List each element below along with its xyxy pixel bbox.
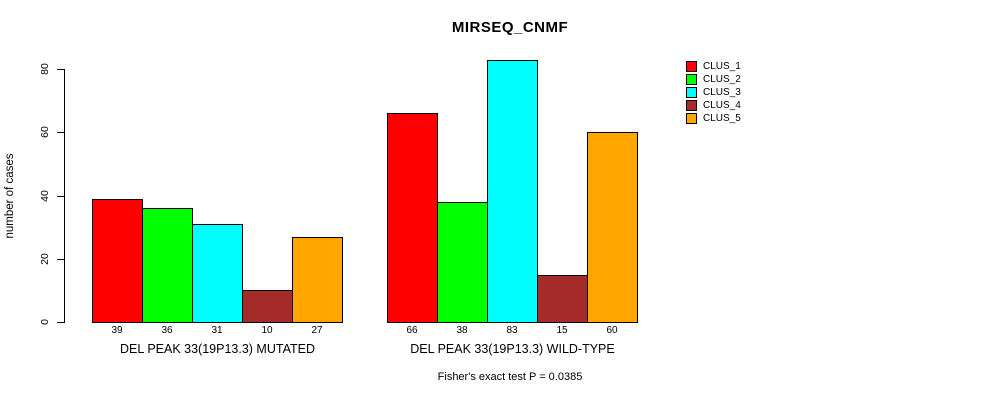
legend-row-clus_4: CLUS_4 (686, 99, 741, 112)
y-tick-mark (57, 69, 64, 70)
bar-clus_1-group1 (92, 199, 143, 323)
bar-clus_4-group1 (242, 290, 293, 323)
y-tick-label: 20 (39, 252, 51, 265)
legend-row-clus_3: CLUS_3 (686, 86, 741, 99)
legend-label: CLUS_4 (703, 100, 741, 111)
y-tick-label: 60 (39, 126, 51, 139)
legend-row-clus_1: CLUS_1 (686, 60, 741, 73)
y-tick-label: 80 (39, 63, 51, 75)
bar-value-label: 38 (456, 325, 468, 336)
bar-value-label: 15 (556, 325, 568, 336)
legend-swatch-icon (686, 113, 697, 124)
bar-clus_1-group2 (387, 113, 438, 323)
legend-label: CLUS_2 (703, 74, 741, 85)
bar-clus_2-group1 (142, 208, 193, 323)
bar-clus_5-group1 (292, 237, 343, 323)
y-axis-line (64, 69, 65, 323)
legend-swatch-icon (686, 87, 697, 98)
y-tick-label: 0 (39, 319, 51, 325)
bar-value-label: 66 (406, 325, 418, 336)
y-tick-mark (57, 132, 64, 134)
bar-clus_4-group2 (537, 275, 588, 323)
bar-clus_5-group2 (587, 132, 638, 323)
fisher-test-caption: Fisher's exact test P = 0.0385 (437, 371, 583, 383)
bar-value-label: 10 (261, 325, 273, 336)
y-tick-mark (57, 322, 64, 323)
bar-value-label: 60 (606, 325, 618, 336)
legend-row-clus_5: CLUS_5 (686, 112, 741, 125)
chart-title: MIRSEQ_CNMF (451, 19, 569, 36)
legend-swatch-icon (686, 61, 697, 72)
legend: CLUS_1 CLUS_2 CLUS_3 CLUS_4 CLUS_5 (686, 60, 741, 125)
legend-row-clus_2: CLUS_2 (686, 73, 741, 86)
bar-clus_3-group1 (192, 224, 243, 323)
legend-label: CLUS_1 (703, 61, 741, 72)
bar-value-label: 36 (161, 325, 173, 336)
group-label-mutated: DEL PEAK 33(19P13.3) MUTATED (120, 342, 315, 356)
legend-label: CLUS_5 (703, 113, 741, 124)
bar-value-label: 27 (311, 325, 323, 336)
bar-value-label: 83 (506, 325, 518, 336)
group-label-wild-type: DEL PEAK 33(19P13.3) WILD-TYPE (410, 342, 615, 356)
bar-clus_2-group2 (437, 202, 488, 323)
y-axis-label: number of cases (4, 153, 16, 239)
y-tick-mark (57, 195, 64, 197)
bar-value-label: 31 (211, 325, 223, 336)
legend-swatch-icon (686, 100, 697, 111)
y-tick-label: 40 (39, 189, 51, 202)
y-tick-mark (57, 258, 64, 260)
legend-swatch-icon (686, 74, 697, 85)
legend-label: CLUS_3 (703, 87, 741, 98)
bar-value-label: 39 (111, 325, 123, 336)
bar-clus_3-group2 (487, 60, 538, 323)
